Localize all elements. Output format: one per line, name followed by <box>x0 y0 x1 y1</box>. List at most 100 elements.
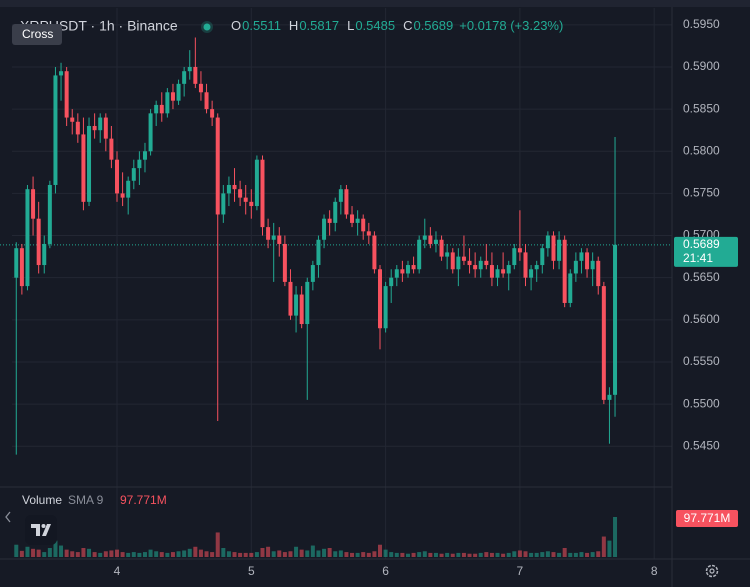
candle-body <box>238 189 243 198</box>
candle-body <box>433 239 438 244</box>
candle-body <box>389 277 394 287</box>
candle-body <box>249 201 254 207</box>
volume-bar <box>400 552 405 557</box>
candle-body <box>305 281 310 325</box>
collapse-icon[interactable] <box>5 511 11 523</box>
volume-bar <box>249 552 254 557</box>
logo <box>25 515 57 545</box>
candle-body <box>322 218 327 240</box>
candle-body <box>243 197 248 202</box>
volume-bar <box>131 552 136 557</box>
candle-body <box>232 184 237 190</box>
status-dot <box>203 23 211 31</box>
candle-body <box>540 248 545 266</box>
candle-body <box>383 286 388 329</box>
candle-body <box>165 92 170 114</box>
candle-body <box>103 117 108 139</box>
volume-bar <box>204 551 209 557</box>
candle-body <box>14 248 19 278</box>
candle-body <box>428 235 433 244</box>
volume-bar <box>366 552 371 557</box>
volume-bar <box>103 551 108 557</box>
candle-body <box>182 71 187 84</box>
volume-bar <box>495 552 500 557</box>
candle-body <box>131 168 136 181</box>
candle-body <box>411 265 416 270</box>
volume-bar <box>137 552 142 557</box>
volume-bar <box>243 552 248 557</box>
volume-bar <box>159 552 164 557</box>
candle-body <box>394 269 399 278</box>
volume-bar <box>271 551 276 557</box>
volume-bar <box>433 552 438 557</box>
candle-body <box>215 117 220 215</box>
candle-body <box>137 159 142 169</box>
volume-bar <box>607 540 612 557</box>
ohlc-key: C <box>403 18 412 33</box>
candle-body <box>545 235 550 249</box>
volume-bar <box>47 547 52 557</box>
x-tick-label: 4 <box>114 564 121 578</box>
volume-bar <box>75 552 80 557</box>
volume-bar <box>590 552 595 557</box>
volume-bar <box>512 551 517 557</box>
volume-bar <box>282 552 287 557</box>
candle-body <box>506 265 511 274</box>
candle-body <box>154 104 159 114</box>
candle-body <box>613 244 618 395</box>
volume-bar <box>523 551 528 557</box>
volume-bar <box>540 552 545 557</box>
candle-body <box>53 75 58 185</box>
price-tag-label: 0.5689 <box>683 237 720 251</box>
candle-body <box>461 256 466 261</box>
candle-body <box>115 159 120 194</box>
volume-bar <box>411 552 416 557</box>
y-tick-label: 0.5900 <box>683 59 720 73</box>
volume-bar <box>142 552 147 557</box>
volume-bar <box>461 552 466 557</box>
volume-bar <box>238 552 243 557</box>
volume-bar <box>456 552 461 557</box>
ohlc-value: 0.5511 <box>242 18 281 33</box>
candle-body <box>109 138 114 160</box>
volume-bar <box>64 549 69 557</box>
volume-bar <box>176 551 181 557</box>
change: +0.0178 (+3.23%) <box>459 18 563 33</box>
volume-bar <box>165 552 170 557</box>
candle-body <box>271 235 276 240</box>
settings-icon[interactable] <box>705 564 719 578</box>
volume-bar <box>310 545 315 557</box>
candle-body <box>456 256 461 270</box>
volume-name: Volume <box>22 493 62 507</box>
labels: 0.54500.55000.55500.56000.56500.57000.57… <box>114 17 738 578</box>
settings-hub[interactable] <box>709 568 715 574</box>
volume-bar <box>36 549 41 557</box>
candle-body <box>596 260 601 287</box>
volume-bar <box>126 552 131 557</box>
volume-bar <box>277 550 282 557</box>
y-tick-label: 0.5800 <box>683 143 720 157</box>
volume-bar <box>154 551 159 557</box>
y-tick-label: 0.5850 <box>683 101 720 115</box>
logo-box <box>25 515 57 545</box>
volume-bar <box>148 549 153 557</box>
ohlc-legend: O0.5511 H0.5817 L0.5485 C0.5689 +0.0178 (+3.… <box>231 18 563 33</box>
volume-bar <box>120 552 125 557</box>
volume-bar <box>170 552 175 557</box>
volume-bar <box>316 550 321 557</box>
volume-tag-label: 97.771M <box>684 511 731 525</box>
candle-body <box>87 125 92 202</box>
volume-bar <box>489 552 494 557</box>
candle-body <box>372 235 377 270</box>
settings-gear[interactable] <box>705 564 719 578</box>
candle-body <box>350 214 355 223</box>
candle-body <box>226 184 231 194</box>
volume-bar <box>417 552 422 557</box>
tooltip-box <box>12 24 62 45</box>
candle-body <box>221 193 226 215</box>
y-tick-label: 0.5550 <box>683 354 720 368</box>
volume-bar <box>529 552 534 557</box>
candle-body <box>355 218 360 223</box>
candle-body <box>282 243 287 282</box>
